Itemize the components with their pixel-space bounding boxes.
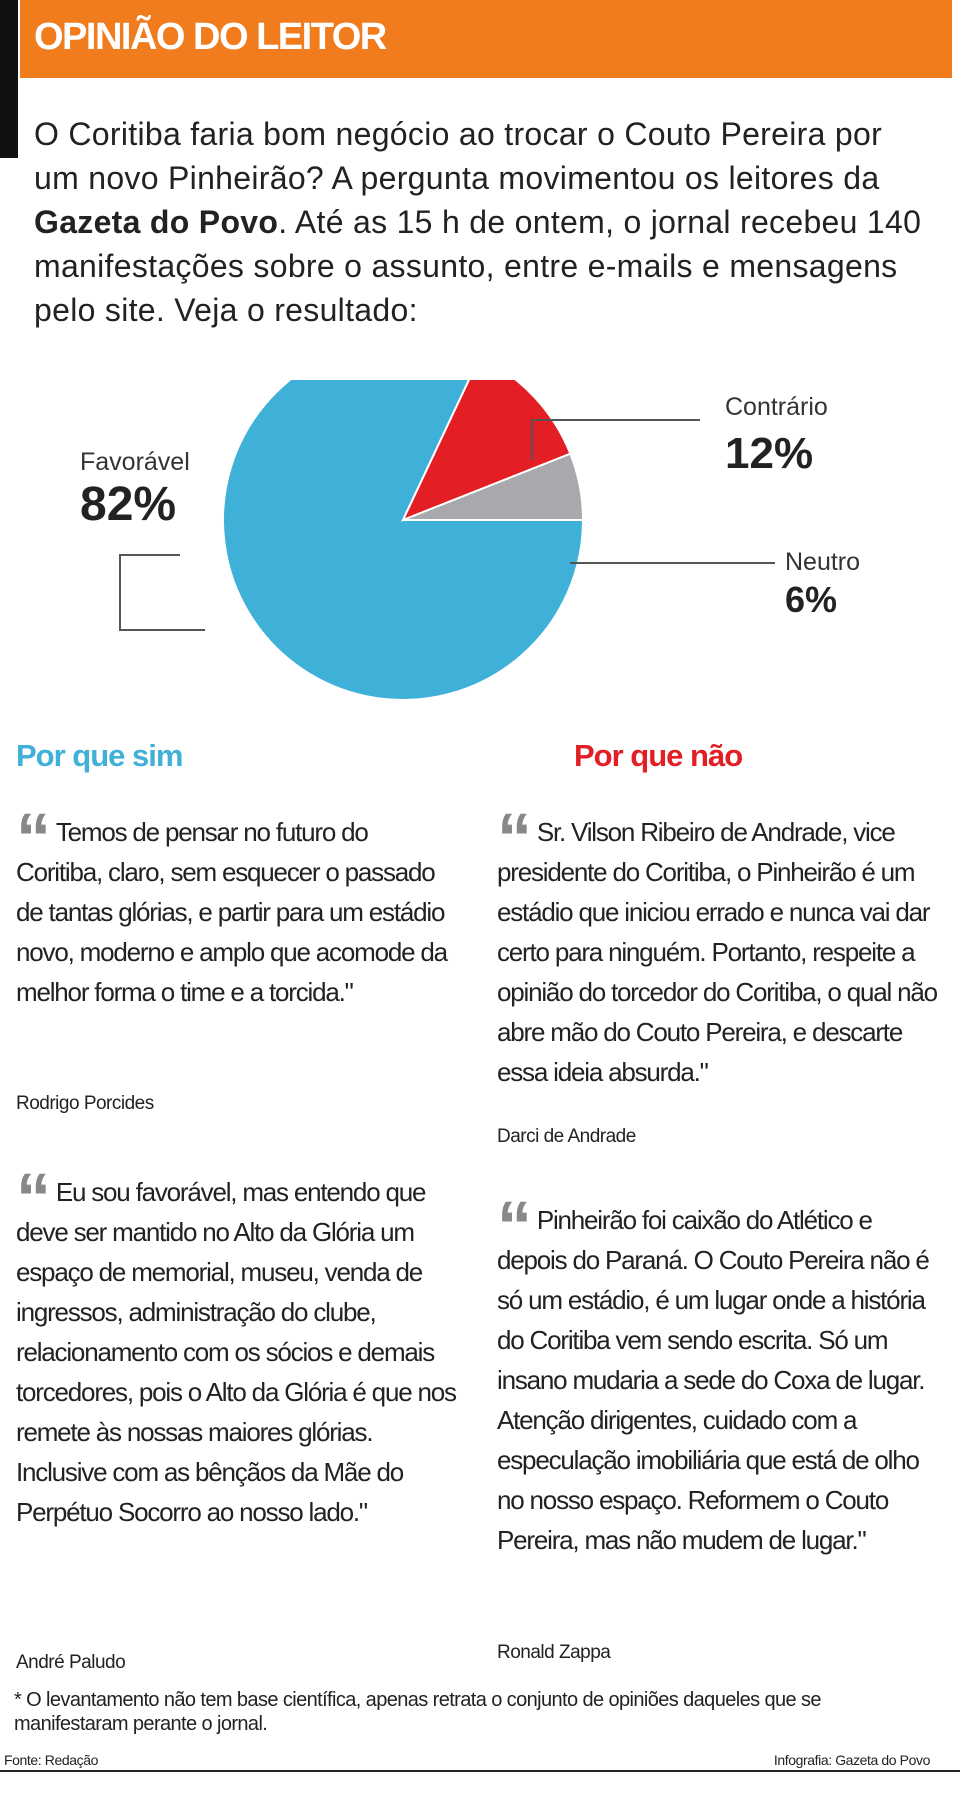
source: Fonte: Redação: [4, 1752, 99, 1768]
column-heading: Por que não: [574, 738, 743, 773]
legend-label: Neutro: [785, 548, 860, 576]
quote-author: Rodrigo Porcides: [16, 1093, 154, 1114]
quote-author: Ronald Zappa: [497, 1642, 611, 1663]
quote-text: Pinheirão foi caixão do Atlético e depoi…: [497, 1205, 930, 1555]
header-bar: OPINIÃO DO LEITOR: [20, 0, 952, 78]
quote-mark: “: [497, 799, 532, 877]
legend-label: Favorável: [80, 448, 190, 476]
quote: “Eu sou favorável, mas entendo que deve …: [16, 1163, 457, 1532]
value-label: 12%: [725, 429, 813, 478]
quote-text: Eu sou favorável, mas entendo que deve s…: [16, 1177, 457, 1527]
credit: Infografia: Gazeta do Povo: [773, 1752, 931, 1768]
accent-stripe: [0, 0, 18, 158]
quote: “Pinheirão foi caixão do Atlético e depo…: [497, 1191, 937, 1560]
quote-mark: “: [497, 1187, 532, 1265]
quote: “Sr. Vilson Ribeiro de Andrade, vice pre…: [497, 803, 938, 1092]
slices: [222, 380, 585, 701]
pie-slice: [222, 380, 585, 701]
intro-text: O Coritiba faria bom negócio ao trocar o…: [34, 116, 883, 196]
bottom-rule: [0, 1770, 960, 1772]
value-label: 6%: [785, 579, 837, 620]
quote-text: Sr. Vilson Ribeiro de Andrade, vice pres…: [497, 817, 938, 1087]
pie-slice: [402, 452, 585, 521]
leader-line: [531, 419, 700, 460]
footnote: * O levantamento não tem base científica…: [14, 1689, 822, 1735]
quote-mark: “: [16, 1159, 51, 1237]
leader-line: [119, 554, 205, 631]
quote-text: Temos de pensar no futuro do Coritiba, c…: [16, 817, 448, 1007]
intro: O Coritiba faria bom negócio ao trocar o…: [34, 112, 934, 332]
column-heading: Por que sim: [16, 738, 183, 773]
quote-author: André Paludo: [16, 1652, 126, 1673]
pie-slice: [401, 380, 572, 522]
pie-chart: Favorável 82% Contrário 12% Neutro 6%: [80, 380, 860, 701]
intro-text: . Até as 15 h de ontem, o jornal recebeu…: [34, 204, 922, 328]
intro-bold: Gazeta do Povo: [34, 204, 279, 240]
quote: “Temos de pensar no futuro do Coritiba, …: [16, 803, 456, 1012]
quote-author: Darci de Andrade: [497, 1126, 636, 1147]
legend-label: Contrário: [725, 393, 828, 421]
quote-mark: “: [16, 799, 51, 877]
header-title: OPINIÃO DO LEITOR: [34, 16, 387, 58]
value-label: 82%: [80, 478, 176, 531]
